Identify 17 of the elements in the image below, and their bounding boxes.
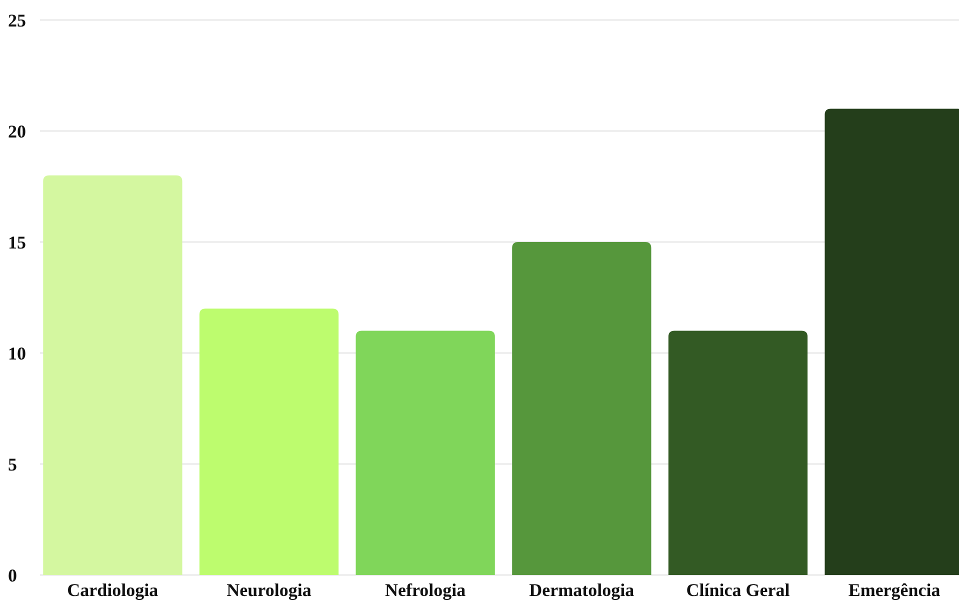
- x-tick-label: Emergência: [848, 580, 940, 600]
- y-tick-label: 20: [8, 121, 26, 142]
- bar: [199, 308, 339, 575]
- x-tick-label: Clínica Geral: [686, 580, 790, 600]
- bar: [43, 175, 182, 575]
- bar: [356, 330, 495, 575]
- y-tick-label: 10: [8, 343, 26, 364]
- x-tick-label: Neurologia: [226, 580, 312, 600]
- x-tick-label: Nefrologia: [385, 580, 466, 600]
- bar: [512, 242, 652, 575]
- y-tick-label: 15: [8, 232, 26, 252]
- y-tick-label: 5: [8, 454, 17, 474]
- y-tick-label: 0: [8, 565, 17, 586]
- y-tick-label: 25: [8, 10, 26, 30]
- bar: [668, 330, 808, 575]
- x-tick-label: Dermatologia: [529, 580, 634, 600]
- x-tick-label: Cardiologia: [67, 580, 158, 600]
